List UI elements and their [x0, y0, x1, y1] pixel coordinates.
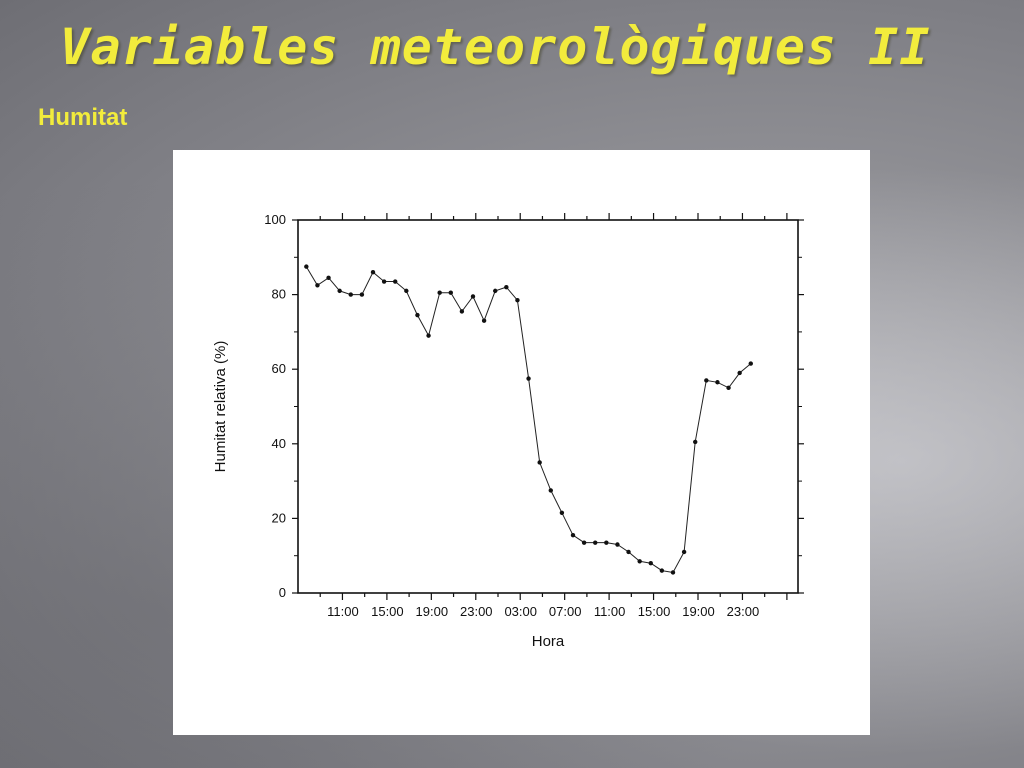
- data-point: [404, 288, 409, 294]
- data-point: [448, 290, 453, 295]
- labels-group: 0 20 40 60 80 100 11:00 15:00 19:00 23:00 03:00 07:…: [212, 212, 759, 650]
- data-point: [615, 542, 620, 547]
- data-point: [470, 294, 476, 299]
- data-point: [315, 283, 320, 288]
- x-tick-label: 11:00: [327, 604, 359, 619]
- data-point: [515, 297, 520, 303]
- x-tick-label: 11:00: [594, 604, 626, 619]
- y-tick-label: 40: [272, 436, 286, 451]
- data-point: [637, 559, 642, 564]
- data-point: [370, 270, 376, 275]
- y-tick-label: 20: [272, 510, 286, 525]
- data-point: [726, 385, 731, 391]
- slide-title: Variables meteorològiques II: [59, 18, 931, 76]
- axes-group: [292, 213, 804, 600]
- data-point: [393, 279, 398, 284]
- series-group: [304, 264, 753, 575]
- data-point: [648, 560, 653, 566]
- data-point: [348, 292, 353, 297]
- x-tick-label: 07:00: [549, 604, 582, 619]
- data-point: [526, 376, 531, 381]
- y-axis-title: Humitat relativa (%): [212, 341, 229, 473]
- x-tick-label: 19:00: [682, 604, 715, 619]
- data-point: [426, 333, 431, 338]
- data-point: [681, 549, 687, 555]
- x-tick-label: 15:00: [371, 604, 404, 619]
- x-tick-label: 15:00: [638, 604, 671, 619]
- y-tick-label: 80: [272, 287, 286, 302]
- x-tick-label: 23:00: [460, 604, 493, 619]
- data-point: [493, 288, 498, 294]
- data-point: [437, 290, 442, 295]
- data-point: [581, 540, 587, 545]
- chart-panel: 0 20 40 60 80 100 11:00 15:00 19:00 23:00 03:00 07:…: [173, 150, 870, 735]
- data-point: [659, 568, 665, 573]
- data-point: [415, 312, 420, 318]
- y-tick-label: 100: [264, 212, 286, 227]
- humidity-line-chart: 0 20 40 60 80 100 11:00 15:00 19:00 23:00 03:00 07:…: [212, 212, 804, 650]
- data-point: [304, 264, 309, 269]
- x-tick-label: 19:00: [416, 604, 449, 619]
- data-point: [693, 439, 698, 445]
- data-point: [548, 488, 553, 493]
- data-point: [537, 460, 542, 465]
- data-point: [604, 540, 609, 545]
- data-point: [504, 284, 509, 290]
- data-point: [737, 370, 742, 376]
- data-point: [326, 275, 331, 281]
- data-point: [459, 309, 465, 314]
- data-point: [626, 549, 631, 555]
- data-point: [593, 540, 598, 545]
- data-point: [481, 318, 487, 323]
- y-tick-label: 60: [272, 361, 286, 376]
- x-tick-label: 03:00: [504, 604, 537, 619]
- data-point: [570, 532, 576, 538]
- x-axis-title: Hora: [532, 633, 565, 650]
- data-point: [670, 570, 676, 575]
- data-point: [715, 380, 720, 385]
- data-point: [559, 510, 565, 516]
- data-point: [748, 361, 753, 366]
- data-point: [704, 378, 709, 383]
- y-tick-label: 0: [279, 585, 286, 600]
- humidity-series-line: [305, 266, 752, 574]
- data-point: [359, 292, 365, 297]
- data-point: [337, 288, 342, 294]
- plot-frame: [297, 219, 799, 594]
- x-tick-label: 23:00: [727, 604, 760, 619]
- slide-subtitle: Humitat: [38, 104, 128, 131]
- data-point: [381, 279, 387, 284]
